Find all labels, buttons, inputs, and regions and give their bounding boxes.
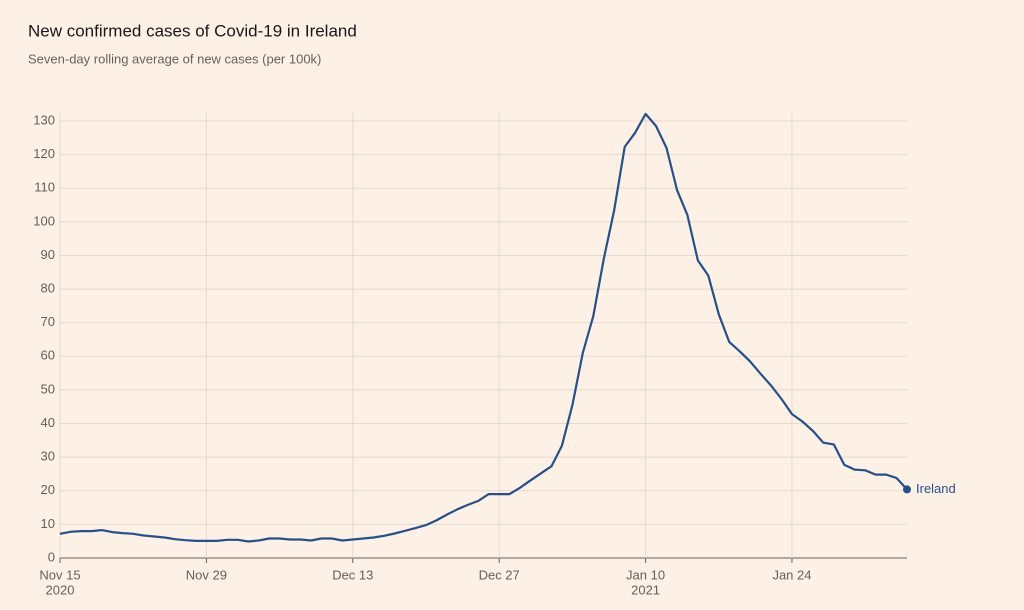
- x-tick-label: Jan 10: [626, 567, 665, 582]
- x-tick-label: 2020: [46, 582, 75, 597]
- y-tick-label: 90: [41, 247, 55, 262]
- x-tick-label: Nov 15: [39, 567, 80, 582]
- y-tick-label: 50: [41, 381, 55, 396]
- y-tick-label: 60: [41, 348, 55, 363]
- x-tick-label: Jan 24: [772, 567, 811, 582]
- chart-title: New confirmed cases of Covid-19 in Irela…: [28, 21, 357, 40]
- y-tick-label: 40: [41, 415, 55, 430]
- y-tick-label: 0: [48, 549, 55, 564]
- y-tick-label: 120: [33, 146, 55, 161]
- y-tick-label: 30: [41, 449, 55, 464]
- x-tick-label: Dec 13: [332, 567, 373, 582]
- end-dot: [903, 485, 911, 494]
- chart-subtitle: Seven-day rolling average of new cases (…: [28, 51, 321, 66]
- y-tick-label: 100: [33, 213, 55, 228]
- y-tick-label: 10: [41, 516, 55, 531]
- series-label: Ireland: [916, 481, 956, 496]
- y-tick-label: 130: [33, 112, 55, 127]
- x-tick-label: 2021: [631, 582, 660, 597]
- y-tick-label: 80: [41, 281, 55, 296]
- x-tick-label: Nov 29: [186, 567, 227, 582]
- y-tick-label: 20: [41, 482, 55, 497]
- y-tick-label: 70: [41, 314, 55, 329]
- y-tick-label: 110: [34, 180, 55, 195]
- series-line: [59, 112, 908, 543]
- x-tick-label: Dec 27: [479, 567, 520, 582]
